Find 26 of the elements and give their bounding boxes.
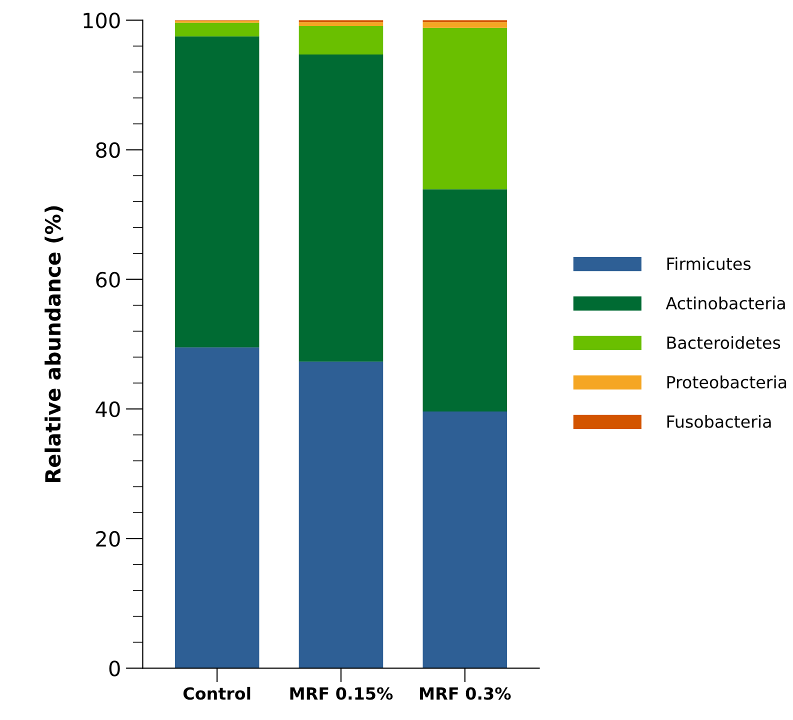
legend-label: Actinobacteria: [666, 296, 785, 310]
bar: [174, 22, 260, 36]
y-tick-label: 80: [96, 142, 120, 158]
bar: [422, 189, 508, 412]
y-axis-title: Relative abundance (%): [44, 206, 64, 482]
bar: [174, 36, 260, 348]
y-tick-label: 20: [96, 531, 120, 547]
bar: [298, 22, 384, 26]
y-tick-label: 60: [96, 272, 120, 288]
y-tick-label: 100: [84, 12, 120, 28]
bar: [298, 26, 384, 55]
bar: [422, 22, 508, 28]
bar: [298, 362, 384, 668]
legend-label: Proteobacteria: [667, 376, 786, 388]
bar: [174, 347, 260, 668]
y-tick-label: 40: [96, 401, 120, 418]
legend-label: Fusobacteria: [667, 415, 771, 428]
bar: [422, 28, 508, 190]
legend-label: Bacteroidetes: [667, 336, 780, 349]
x-tick-label: MRF 0.15%: [290, 687, 393, 700]
x-tick-label: MRF 0.3%: [420, 687, 511, 700]
bar: [422, 412, 508, 668]
bar: [298, 54, 384, 362]
y-tick-label: 0: [109, 660, 120, 676]
x-tick-label: Control: [183, 686, 250, 700]
legend-label: Firmicutes: [667, 257, 751, 270]
